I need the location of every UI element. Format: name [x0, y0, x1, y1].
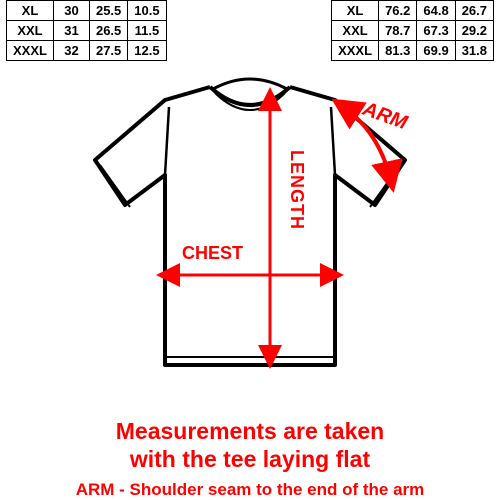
caption-line-2: with the tee laying flat [0, 445, 500, 474]
arm-note: ARM - Shoulder seam to the end of the ar… [0, 480, 500, 500]
table-row: XXXL81.369.931.8 [332, 41, 494, 61]
length-label: LENGTH [286, 150, 307, 230]
size-table-left: XL3025.510.5 XXL3126.511.5 XXXL3227.512.… [6, 0, 167, 61]
size-table-right: XL76.264.826.7 XXL78.767.329.2 XXXL81.36… [331, 0, 494, 61]
caption: Measurements are taken with the tee layi… [0, 417, 500, 475]
table-row: XL3025.510.5 [7, 1, 167, 21]
chest-label: CHEST [182, 243, 243, 264]
table-row: XL76.264.826.7 [332, 1, 494, 21]
table-row: XXXL3227.512.5 [7, 41, 167, 61]
caption-line-1: Measurements are taken [0, 417, 500, 446]
tshirt-diagram: CHEST LENGTH ARM [70, 75, 430, 385]
table-row: XXL78.767.329.2 [332, 21, 494, 41]
table-row: XXL3126.511.5 [7, 21, 167, 41]
